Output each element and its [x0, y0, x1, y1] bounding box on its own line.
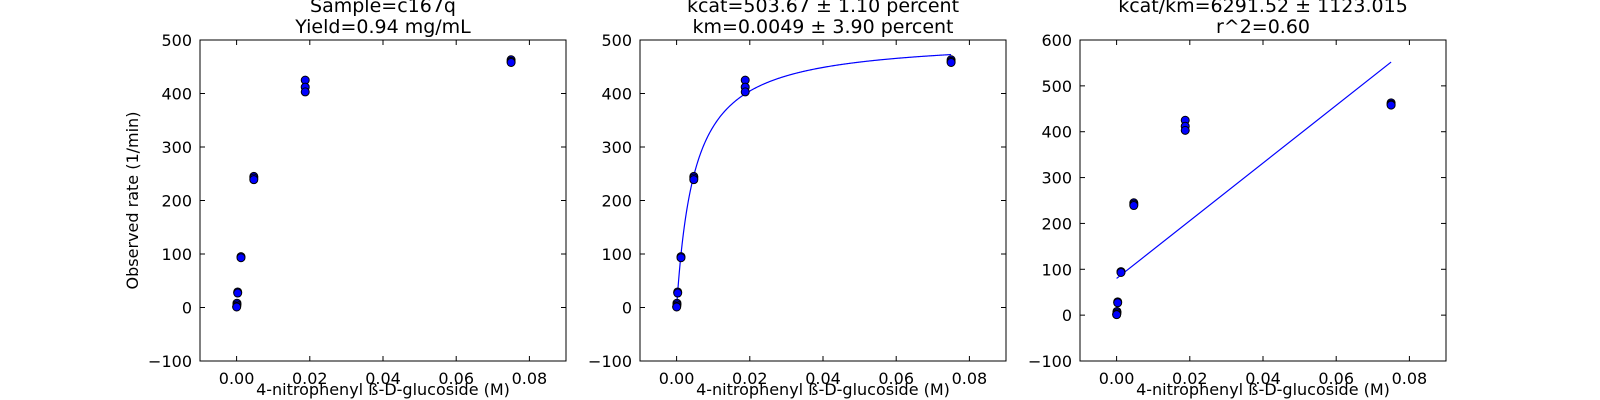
y-tick-label: 200: [601, 192, 632, 211]
plot-frame-2: [639, 39, 1007, 362]
y-tick-label: −100: [588, 352, 632, 371]
chart-panel-3: 0.00 0.02 0.04 0.06 0.08 −100 0 100 200 300 400 500…: [1028, 0, 1447, 399]
plot-frame-1: [199, 39, 567, 362]
data-point-3-13: [1113, 298, 1123, 308]
chart-panel-1: 0.00 0.02 0.04 0.06 0.08 −100 0 100 200 300 400 500…: [123, 0, 567, 399]
x-tick-label: 0.00: [219, 369, 255, 388]
y-tick-label: 400: [1041, 123, 1072, 142]
x-tick-label: 0.04: [1245, 369, 1281, 388]
x-tick-label: 0.08: [952, 369, 988, 388]
data-point-1-3: [506, 57, 516, 67]
data-point-3-11: [1116, 267, 1126, 277]
y-tick-label: 200: [1041, 214, 1072, 233]
data-point-2-11: [676, 253, 686, 263]
data-point-1-6: [300, 87, 310, 97]
y-tick-label: 100: [161, 245, 192, 264]
y-tick-label: 600: [1041, 31, 1072, 50]
fit-curve-2-1: [676, 53, 952, 308]
chart-title-line-1: kcat=503.67 ± 1.10 percent: [687, 0, 959, 17]
y-tick-label: 0: [1062, 306, 1072, 325]
x-tick-label: 0.06: [878, 369, 914, 388]
y-tick-label: 500: [1041, 77, 1072, 96]
data-point-3-17: [1112, 310, 1122, 320]
data-point-2-3: [946, 57, 956, 67]
data-point-2-6: [740, 87, 750, 97]
y-tick-label: 300: [1041, 169, 1072, 188]
y-tick-label: 200: [161, 192, 192, 211]
y-tick-label: 500: [161, 31, 192, 50]
data-point-3-9: [1129, 201, 1139, 211]
y-tick-label: 100: [601, 245, 632, 264]
data-point-2-13: [673, 288, 683, 298]
x-tick-label: 0.00: [1099, 369, 1135, 388]
y-tick-label: −100: [1028, 352, 1072, 371]
x-tick-label: 0.06: [438, 369, 474, 388]
x-tick-label: 0.02: [1172, 369, 1208, 388]
y-tick-label: 500: [601, 31, 632, 50]
y-axis-label: Observed rate (1/min): [123, 112, 142, 290]
data-point-1-17: [232, 302, 242, 312]
data-point-1-11: [236, 253, 246, 263]
x-tick-label: 0.06: [1318, 369, 1354, 388]
chart-title-line-2: Yield=0.94 mg/mL: [294, 16, 471, 38]
y-tick-label: 400: [601, 85, 632, 104]
chart-title-line-1: Sample=c167q: [310, 0, 456, 17]
fit-curve-3-1: [1116, 61, 1392, 279]
y-tick-label: 100: [1041, 260, 1072, 279]
x-axis-label: 4-nitrophenyl ß-D-glucoside (M): [256, 380, 510, 399]
x-tick-label: 0.04: [365, 369, 401, 388]
chart-title-line-1: kcat/km=6291.52 ± 1123.015: [1118, 0, 1408, 17]
y-tick-label: 0: [622, 299, 632, 318]
x-tick-label: 0.04: [805, 369, 841, 388]
x-axis-label: 4-nitrophenyl ß-D-glucoside (M): [696, 380, 950, 399]
chart-panel-2: 0.00 0.02 0.04 0.06 0.08 −100 0 100 200 300 400 500…: [588, 0, 1007, 399]
chart-title-line-2: km=0.0049 ± 3.90 percent: [692, 16, 953, 38]
y-tick-label: 400: [161, 85, 192, 104]
x-tick-label: 0.08: [512, 369, 548, 388]
x-tick-label: 0.00: [659, 369, 695, 388]
y-tick-label: 0: [182, 299, 192, 318]
y-tick-label: 300: [161, 138, 192, 157]
data-point-1-9: [249, 175, 259, 185]
data-point-3-6: [1180, 125, 1190, 135]
data-point-2-9: [689, 175, 699, 185]
chart-title-line-2: r^2=0.60: [1216, 16, 1310, 38]
x-tick-label: 0.02: [732, 369, 768, 388]
data-point-3-3: [1386, 100, 1396, 110]
x-axis-label: 4-nitrophenyl ß-D-glucoside (M): [1136, 380, 1390, 399]
data-point-1-13: [233, 288, 243, 298]
x-tick-label: 0.08: [1392, 369, 1428, 388]
data-point-2-17: [672, 302, 682, 312]
y-tick-label: −100: [148, 352, 192, 371]
y-tick-label: 300: [601, 138, 632, 157]
x-tick-label: 0.02: [292, 369, 328, 388]
